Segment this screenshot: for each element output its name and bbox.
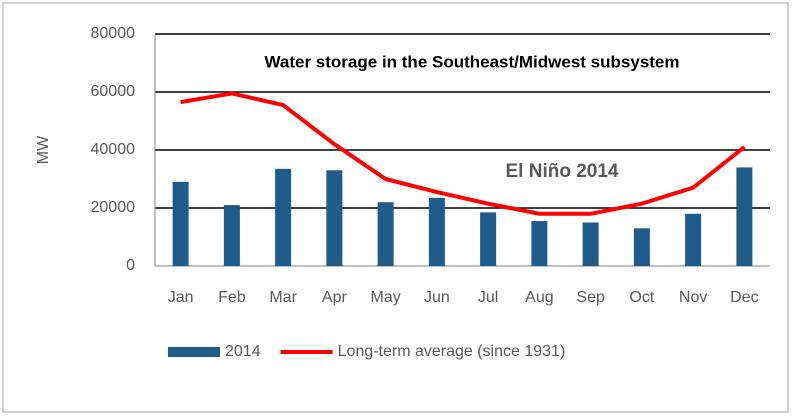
y-tick-label: 60000: [91, 83, 136, 100]
x-tick-label: Dec: [730, 289, 758, 306]
x-tick-label: Jan: [168, 289, 194, 306]
bar: [326, 170, 343, 266]
bar: [582, 222, 599, 266]
bar: [633, 228, 650, 266]
title-background: [180, 48, 770, 78]
bar: [480, 212, 497, 266]
bar: [531, 221, 548, 266]
bar: [736, 167, 753, 266]
bar: [172, 181, 189, 266]
legend-swatch: [168, 347, 220, 357]
x-tick-label: May: [371, 289, 401, 306]
y-axis-label: MW: [35, 135, 52, 164]
bar: [685, 213, 702, 266]
chart-title: Water storage in the Southeast/Midwest s…: [264, 52, 679, 71]
x-tick-label: Apr: [322, 289, 348, 306]
x-tick-label: Sep: [576, 289, 605, 306]
x-tick-label: Oct: [629, 289, 654, 306]
y-tick-label: 20000: [91, 199, 136, 216]
bar: [275, 168, 292, 266]
bar: [377, 202, 394, 266]
x-tick-label: Feb: [218, 289, 246, 306]
legend-label: Long-term average (since 1931): [338, 343, 566, 360]
x-tick-label: Jun: [424, 289, 450, 306]
bar: [223, 205, 240, 266]
x-tick-label: Mar: [269, 289, 297, 306]
y-tick-label: 40000: [91, 141, 136, 158]
x-tick-label: Aug: [525, 289, 553, 306]
legend-label: 2014: [225, 343, 261, 360]
y-tick-label: 80000: [91, 25, 136, 42]
y-tick-label: 0: [126, 257, 135, 274]
line: [180, 91, 746, 216]
x-tick-label: Nov: [679, 289, 707, 306]
bar: [428, 197, 445, 266]
x-tick-label: Jul: [478, 289, 498, 306]
annotation: El Niño 2014: [506, 161, 619, 182]
